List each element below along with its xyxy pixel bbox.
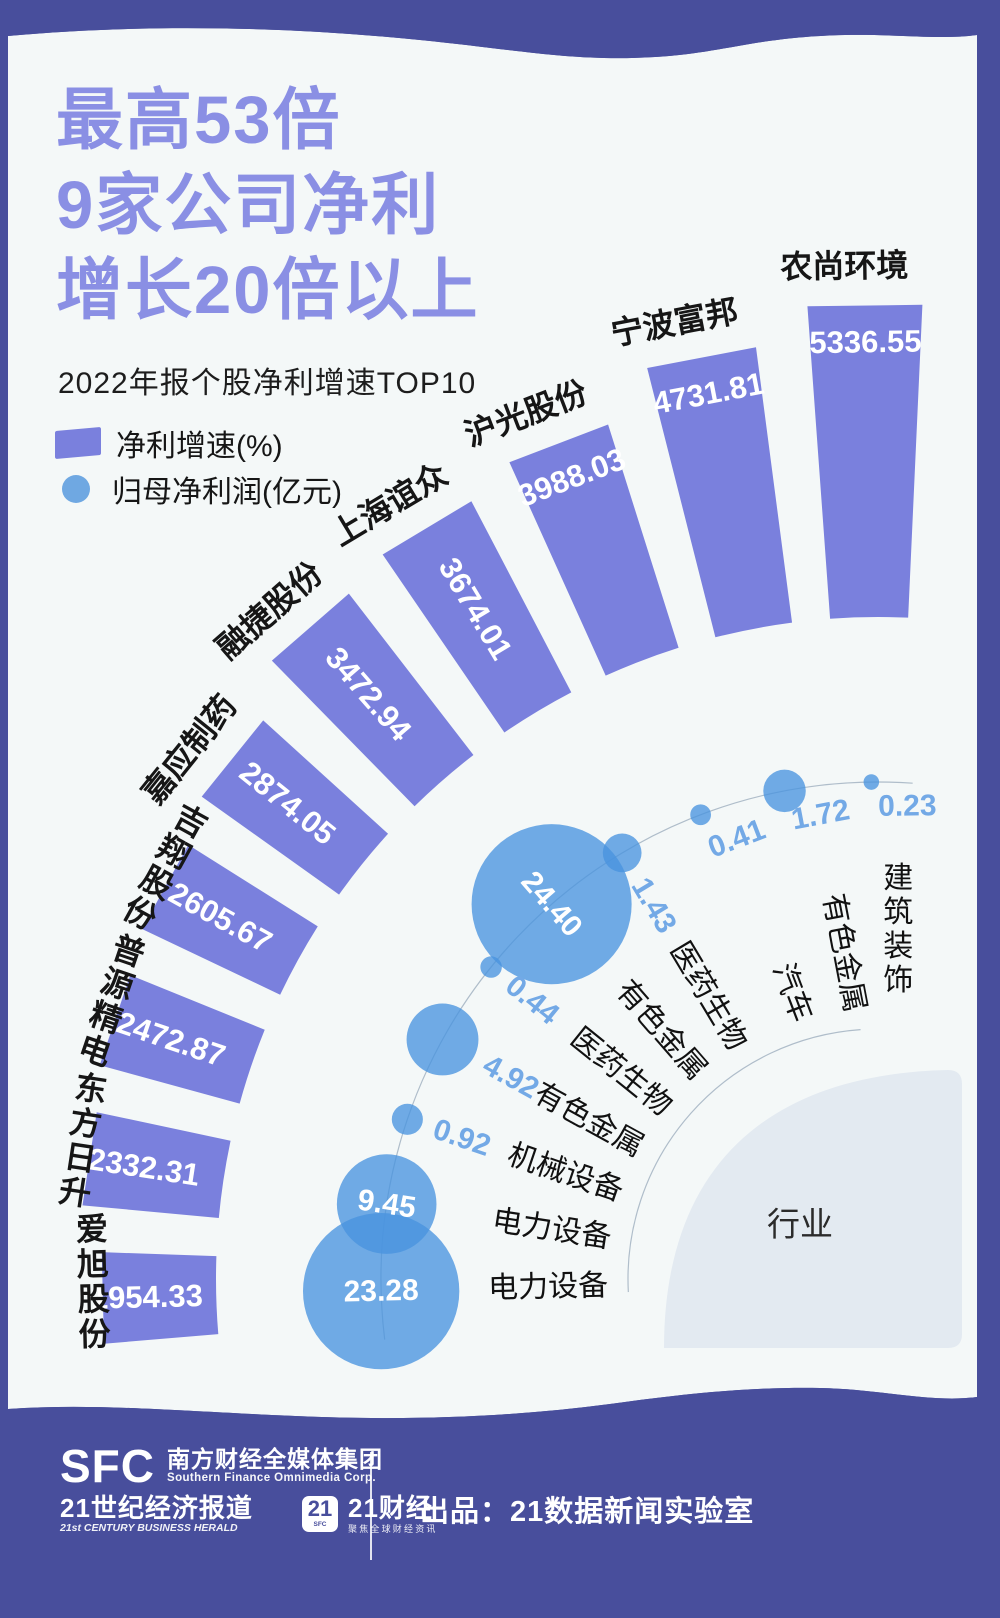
growth-bar-上海谊众 (382, 501, 572, 733)
profit-value-农尚环境: 0.23 (878, 789, 937, 823)
growth-bar-东方日升 (82, 1112, 231, 1218)
growth-bar-融捷股份 (271, 593, 474, 807)
profit-bubble-融捷股份 (471, 824, 632, 985)
profit-value-爱旭股份: 23.28 (343, 1274, 419, 1309)
inner-guide-arc (627, 1029, 861, 1293)
profit-bubble-嘉应制药 (480, 956, 502, 978)
growth-bar-嘉应制药 (201, 720, 389, 895)
industry-center-label: 行业 (767, 1206, 833, 1243)
profit-bubble-爱旭股份 (302, 1212, 460, 1370)
growth-bar-普源精电 (99, 975, 265, 1104)
company-label-农尚环境: 农尚环境 (780, 247, 908, 285)
industry-ring-disc (664, 1070, 962, 1348)
growth-bar-农尚环境 (807, 304, 923, 619)
profit-bubble-宁波富邦 (763, 769, 806, 813)
growth-value-农尚环境: 5336.55 (809, 324, 922, 361)
industry-label-农尚环境: 建筑装饰 (883, 862, 913, 997)
growth-value-爱旭股份: 1954.33 (90, 1278, 203, 1316)
profit-bubble-普源精电 (391, 1103, 423, 1135)
growth-bar-沪光股份 (509, 424, 679, 676)
profit-bubble-农尚环境 (863, 774, 880, 790)
profit-bubble-吉翔股份 (406, 1003, 479, 1076)
industry-label-爱旭股份: 电力设备 (488, 1269, 609, 1305)
growth-bar-吉翔股份 (142, 844, 318, 995)
profit-bubble-沪光股份 (690, 804, 711, 826)
growth-bar-宁波富邦 (647, 347, 793, 638)
company-label-东方日升: 东方日升 (57, 1069, 110, 1213)
company-label-爱旭股份: 爱旭股份 (76, 1211, 111, 1353)
growth-bar-爱旭股份 (101, 1252, 219, 1344)
